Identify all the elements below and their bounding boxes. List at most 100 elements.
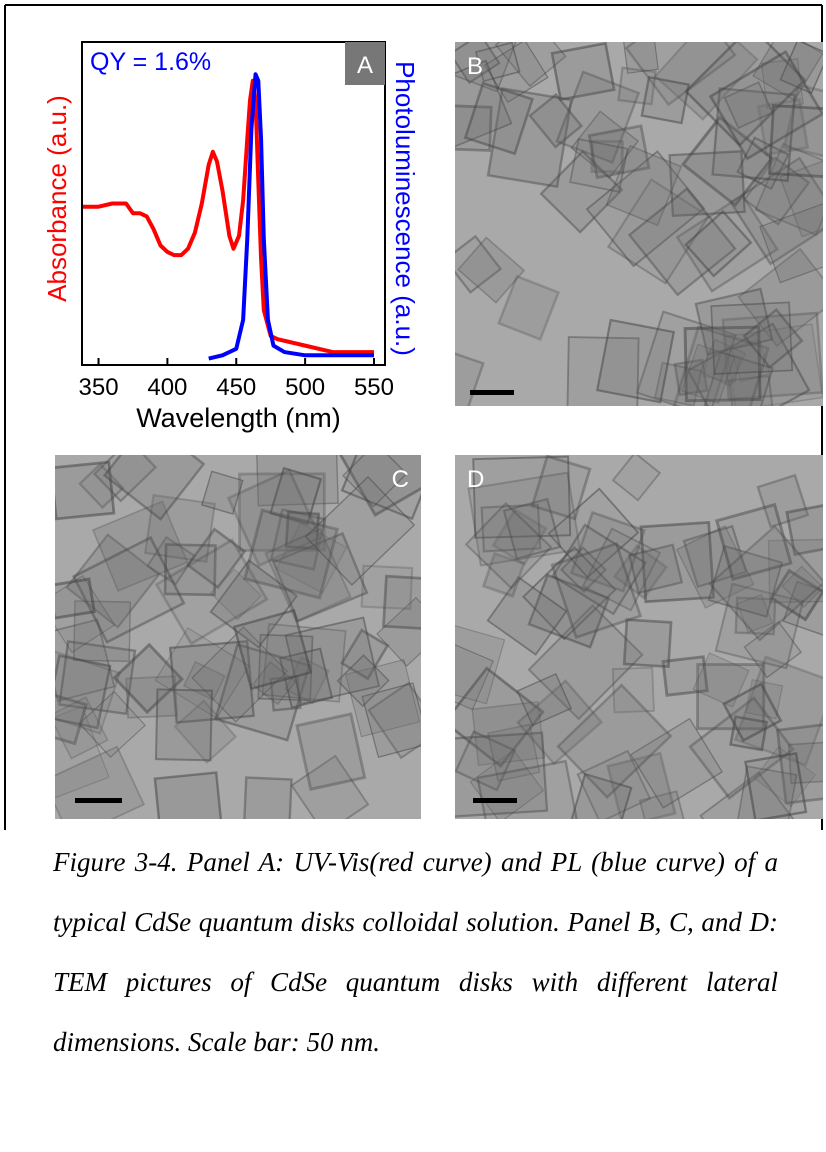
platelet [724, 323, 823, 406]
platelet [55, 688, 89, 746]
platelet [457, 236, 526, 304]
platelet [714, 502, 793, 581]
platelet [581, 527, 662, 612]
platelet [742, 307, 804, 370]
platelet [754, 142, 823, 236]
platelet [91, 500, 189, 592]
platelet [683, 325, 762, 403]
platelet [550, 542, 643, 640]
x-tick-label: 350 [79, 374, 119, 401]
panel-label: A [357, 52, 373, 79]
panel-label: C [392, 466, 409, 493]
platelet [214, 642, 311, 742]
x-tick-label: 400 [147, 374, 187, 401]
annotation: QY = 1.6% [90, 48, 211, 76]
platelet [455, 234, 503, 294]
platelet [699, 771, 796, 819]
platelet [154, 627, 250, 720]
platelet [295, 712, 367, 791]
platelet [703, 351, 774, 406]
platelet [455, 42, 501, 85]
platelet [494, 42, 567, 88]
platelet [154, 688, 213, 762]
platelet [699, 338, 747, 387]
scale-bar [470, 390, 514, 395]
caption: Figure 3-4. Panel A: UV-Vis(red curve) a… [53, 847, 778, 1057]
platelet [729, 715, 769, 752]
platelet [304, 475, 416, 586]
platelet [284, 616, 381, 705]
platelet [566, 336, 640, 406]
platelet [684, 209, 753, 278]
platelet [226, 468, 322, 568]
platelet [606, 178, 710, 285]
platelet [756, 473, 810, 529]
platelet [487, 723, 541, 782]
platelet [779, 42, 823, 95]
platelet [675, 525, 755, 609]
platelet [143, 493, 217, 564]
platelet [555, 70, 641, 164]
platelet [692, 652, 750, 708]
platelet [708, 524, 823, 642]
platelet [55, 705, 110, 813]
platelet [516, 673, 573, 727]
platelet [622, 42, 659, 74]
platelet [154, 538, 269, 646]
tem-image: C [55, 455, 421, 819]
platelet [539, 149, 624, 234]
platelet [55, 745, 146, 819]
platelet [569, 138, 629, 193]
platelet [638, 790, 686, 819]
platelet [340, 628, 390, 681]
platelet [497, 274, 561, 342]
platelet [382, 574, 421, 631]
platelet [611, 666, 655, 714]
x-tick-label: 550 [354, 374, 394, 401]
platelet [661, 655, 709, 697]
platelet [530, 455, 592, 521]
platelet [551, 523, 647, 616]
platelet [781, 565, 823, 608]
platelet [474, 42, 521, 83]
platelet [209, 568, 262, 621]
platelet [340, 455, 421, 521]
platelet [744, 751, 808, 819]
platelet [671, 325, 770, 406]
platelet [55, 696, 109, 760]
platelet [640, 75, 691, 125]
platelet [455, 666, 545, 768]
platelet [486, 87, 573, 189]
panel-label: B [467, 53, 483, 80]
platelet [723, 81, 774, 130]
platelet [72, 535, 186, 644]
platelet [627, 543, 684, 595]
platelet [342, 455, 408, 508]
platelet [361, 682, 421, 759]
platelet [782, 83, 823, 163]
platelet [722, 682, 783, 743]
platelet [590, 139, 624, 174]
platelet [785, 501, 823, 557]
platelet [702, 349, 741, 384]
tem-image: B [455, 42, 823, 406]
platelet [78, 690, 146, 759]
platelet [769, 568, 823, 622]
tem-image: D [455, 455, 823, 819]
data-line [82, 78, 374, 355]
platelet [232, 608, 313, 691]
y-axis-label: Absorbance (a.u.) [42, 95, 72, 302]
platelet [611, 455, 662, 502]
platelet [696, 663, 766, 731]
platelet [721, 311, 823, 401]
platelet [242, 776, 293, 819]
platelet [480, 503, 542, 553]
platelet [528, 92, 584, 149]
platelet [653, 42, 759, 121]
platelet [271, 531, 369, 623]
platelet [775, 720, 823, 805]
platelet [102, 455, 206, 521]
platelet [622, 618, 673, 669]
platelet [675, 193, 779, 293]
tem-background [455, 42, 823, 406]
